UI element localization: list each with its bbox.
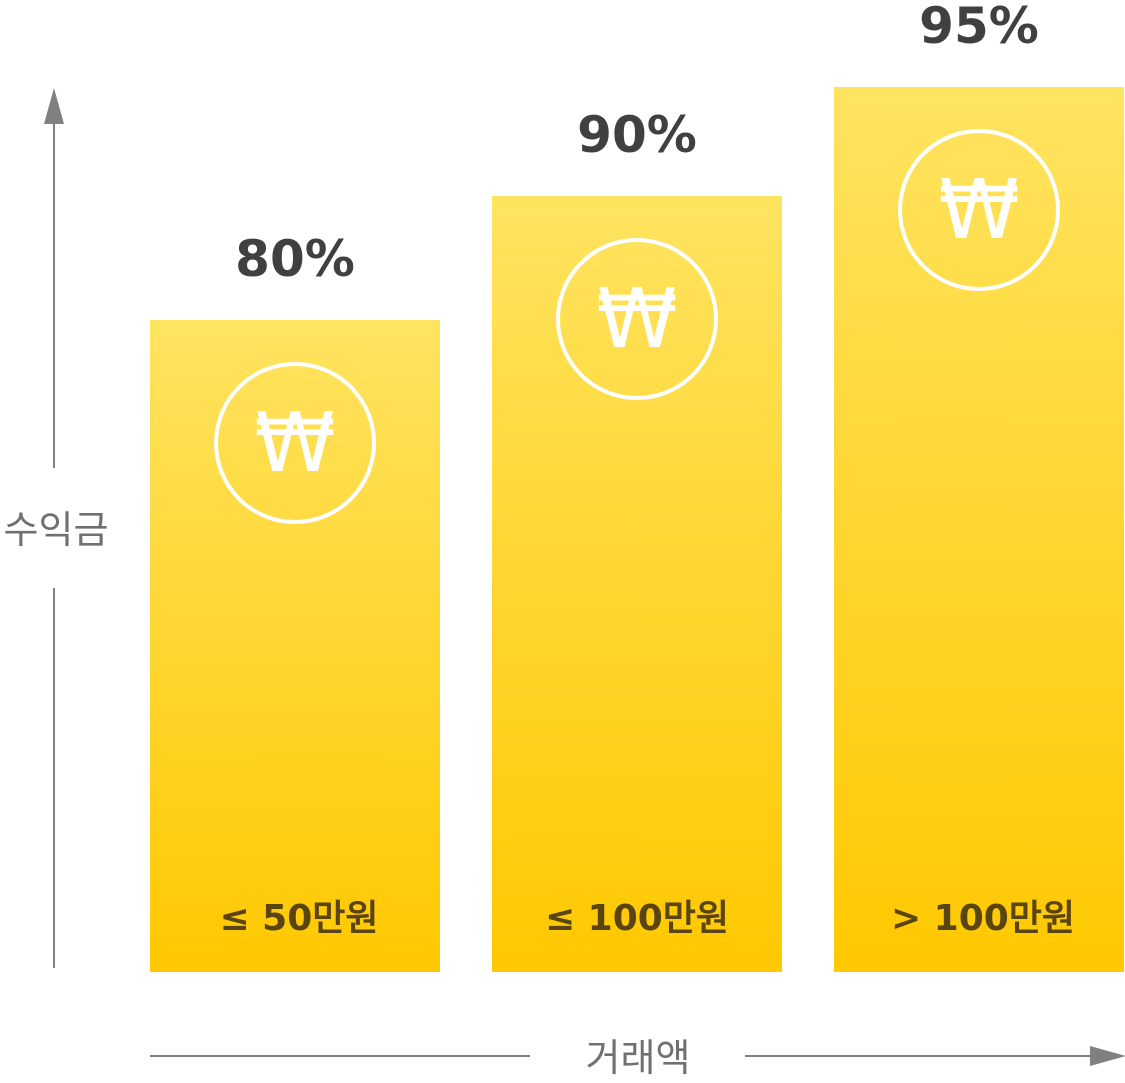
won-coin-icon: ₩ [214, 362, 376, 524]
x-axis-arrow-icon [1090, 1046, 1125, 1066]
svg-text:₩: ₩ [938, 163, 1019, 258]
bar-group: ₩ ≤ 100만원 90% [492, 106, 782, 972]
bar [834, 87, 1124, 972]
bar-value-label: 80% [235, 230, 355, 288]
x-axis: 거래액 [150, 1036, 1125, 1080]
bar-group: ₩ > 100만원 95% [834, 0, 1124, 972]
x-axis-label: 거래액 [586, 1036, 691, 1080]
y-axis: 수익금 [4, 88, 109, 968]
won-coin-icon: ₩ [898, 129, 1060, 291]
bar-value-label: 95% [919, 0, 1039, 55]
bar-category-label: ≤ 50만원 [219, 898, 378, 939]
bar-value-label: 90% [577, 106, 697, 164]
bar [492, 196, 782, 972]
bar-group: ₩ ≤ 50만원 80% [150, 230, 440, 972]
svg-text:₩: ₩ [596, 272, 677, 367]
y-axis-arrow-icon [44, 88, 64, 124]
bar-category-label: > 100만원 [891, 898, 1075, 939]
bar-category-label: ≤ 100만원 [545, 898, 729, 939]
bars: ₩ ≤ 50만원 80% ₩ ≤ 100만원 90% ₩ > 100만원 95% [150, 0, 1124, 972]
y-axis-label: 수익금 [4, 508, 109, 552]
bar [150, 320, 440, 972]
won-coin-icon: ₩ [556, 238, 718, 400]
svg-text:₩: ₩ [254, 396, 335, 491]
